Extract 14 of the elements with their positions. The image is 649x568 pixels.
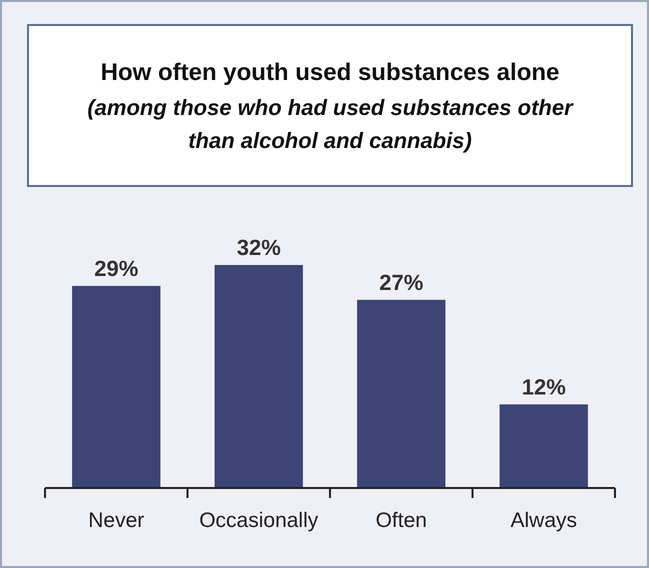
chart-title: How often youth used substances alone <box>100 59 560 86</box>
x-tick-label: Always <box>510 509 578 532</box>
bar <box>357 300 446 488</box>
x-tick-label: Never <box>88 509 144 532</box>
data-label: 29% <box>94 256 138 281</box>
x-tick-label: Occasionally <box>199 509 319 532</box>
data-label: 32% <box>236 235 281 260</box>
bar <box>72 286 160 488</box>
chart-subtitle: (among those who had used substances other than alcohol and cannabis) <box>87 95 574 153</box>
bar <box>214 265 303 488</box>
x-tick-label: Often <box>376 509 427 532</box>
data-label: 27% <box>379 270 424 295</box>
data-label: 12% <box>522 374 566 400</box>
bar <box>500 404 588 488</box>
